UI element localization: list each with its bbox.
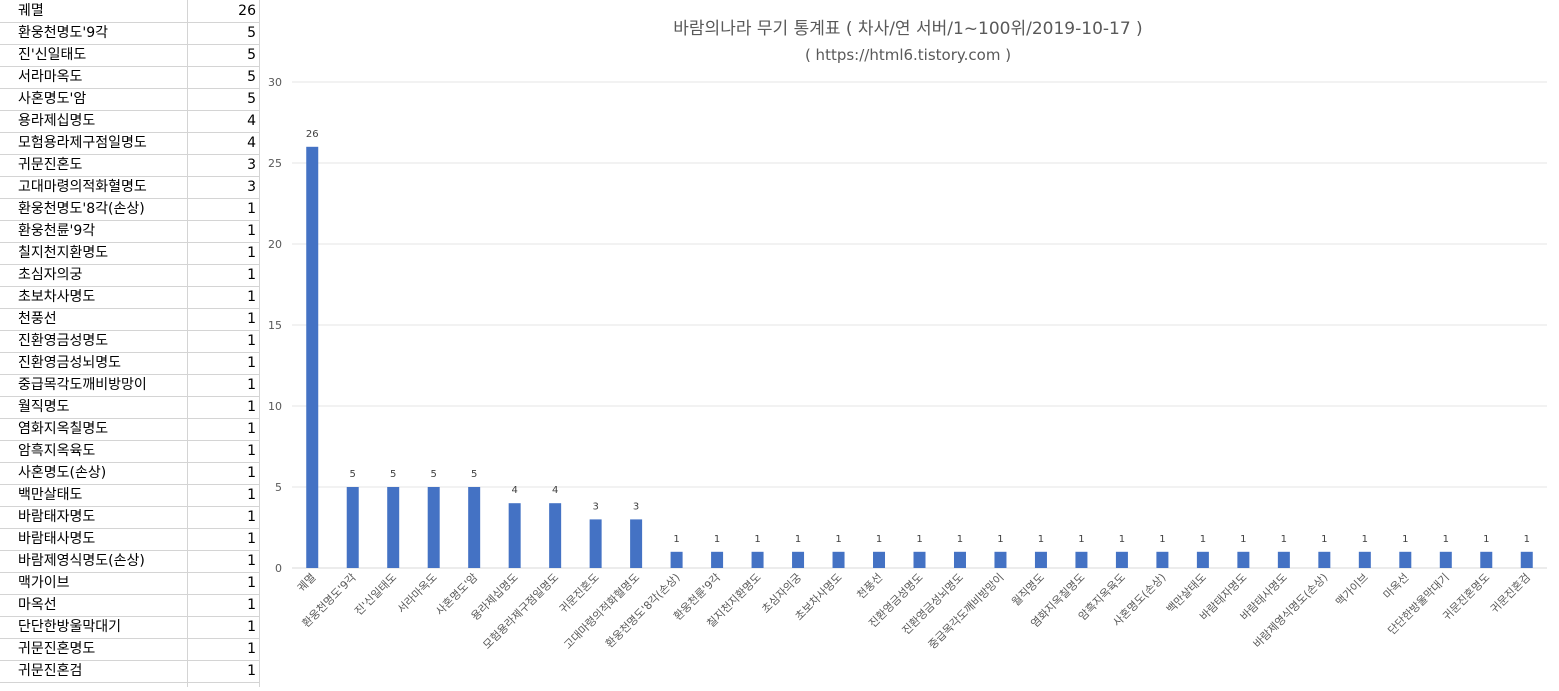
- x-axis-ticks: 궤멸환웅천명도'9각진'신일태도서라마옥도사혼명도'암용라제십명도모험용라제구점…: [295, 570, 1533, 651]
- y-tick-label: 10: [268, 400, 282, 413]
- data-label: 1: [714, 534, 720, 545]
- bar[interactable]: [711, 551, 724, 568]
- y-tick-label: 5: [275, 481, 282, 494]
- bar[interactable]: [913, 551, 926, 568]
- bar[interactable]: [387, 487, 400, 568]
- bar[interactable]: [589, 519, 602, 568]
- data-label: 5: [431, 469, 437, 480]
- data-label: 1: [1362, 534, 1368, 545]
- x-tick-label: 마옥선: [1381, 571, 1412, 602]
- y-tick-label: 20: [268, 238, 282, 251]
- data-label: 1: [1159, 534, 1165, 545]
- data-label: 1: [1119, 534, 1125, 545]
- data-label: 1: [1281, 534, 1287, 545]
- chart-subtitle: ( https://html6.tistory.com ): [805, 46, 1011, 64]
- bar[interactable]: [1277, 551, 1290, 568]
- data-label: 1: [754, 534, 760, 545]
- column-a: [0, 0, 188, 687]
- data-label: 1: [957, 534, 963, 545]
- bar[interactable]: [1439, 551, 1452, 568]
- bar[interactable]: [873, 551, 886, 568]
- bar[interactable]: [1196, 551, 1209, 568]
- data-label: 1: [1078, 534, 1084, 545]
- bar[interactable]: [630, 519, 643, 568]
- data-label: 1: [795, 534, 801, 545]
- data-label: 1: [916, 534, 922, 545]
- data-label: 1: [1483, 534, 1489, 545]
- bar-chart-svg: 바람의나라 무기 통계표 ( 차사/연 서버/1~100위/2019-10-17…: [268, 19, 1547, 652]
- data-label: 1: [835, 534, 841, 545]
- data-label: 1: [1402, 534, 1408, 545]
- data-label: 4: [511, 485, 517, 496]
- column-b: [188, 0, 260, 687]
- y-tick-label: 15: [268, 319, 282, 332]
- bar[interactable]: [346, 487, 359, 568]
- bar[interactable]: [953, 551, 966, 568]
- bar[interactable]: [1115, 551, 1128, 568]
- bar[interactable]: [306, 146, 319, 569]
- chart[interactable]: 바람의나라 무기 통계표 ( 차사/연 서버/1~100위/2019-10-17…: [262, 0, 1557, 687]
- data-label: 5: [390, 469, 396, 480]
- bar[interactable]: [792, 551, 805, 568]
- bar[interactable]: [427, 487, 440, 568]
- bar[interactable]: [1075, 551, 1088, 568]
- bar[interactable]: [670, 551, 683, 568]
- bar[interactable]: [549, 503, 562, 568]
- x-tick-label: 맥가이브: [1333, 571, 1371, 609]
- x-tick-label: 모험용라제구점일명도: [480, 570, 561, 651]
- data-label: 1: [1200, 534, 1206, 545]
- data-label: 1: [1524, 534, 1530, 545]
- data-label: 1: [876, 534, 882, 545]
- bar[interactable]: [751, 551, 764, 568]
- gridlines: [292, 81, 1547, 569]
- data-label: 26: [306, 129, 319, 140]
- data-label: 1: [1038, 534, 1044, 545]
- data-label: 1: [673, 534, 679, 545]
- x-tick-label: 진'신일태도: [352, 570, 400, 618]
- bar[interactable]: [1399, 551, 1412, 568]
- data-label: 3: [592, 501, 598, 512]
- data-label: 1: [1321, 534, 1327, 545]
- bar[interactable]: [1480, 551, 1493, 568]
- y-tick-label: 25: [268, 157, 282, 170]
- x-tick-label: 궤멸: [295, 571, 319, 595]
- y-tick-label: 30: [268, 76, 282, 89]
- bar[interactable]: [468, 487, 481, 568]
- data-label: 5: [471, 469, 477, 480]
- data-label: 1: [1443, 534, 1449, 545]
- bar[interactable]: [1520, 551, 1533, 568]
- data-label: 3: [633, 501, 639, 512]
- x-tick-label: 월직명도: [1009, 571, 1047, 609]
- x-tick-label: 천풍선: [854, 570, 885, 601]
- bar[interactable]: [1237, 551, 1250, 568]
- chart-title: 바람의나라 무기 통계표 ( 차사/연 서버/1~100위/2019-10-17…: [673, 19, 1142, 39]
- bar[interactable]: [1358, 551, 1371, 568]
- x-tick-label: 바람제영식명도(손상): [1251, 571, 1331, 651]
- bar[interactable]: [994, 551, 1007, 568]
- x-tick-label: 환웅천명도'8각(손상): [602, 570, 682, 650]
- y-tick-label: 0: [275, 562, 282, 575]
- data-labels: 26 5 5 5 5 4 4 3 3 1 1 1 1 1 1 1 1 1 1 1 1 1 1 1 1 1 1 1 1 1 1: [306, 129, 1530, 545]
- x-tick-label: 고대마령의적화혈명도: [561, 570, 642, 651]
- bar[interactable]: [832, 551, 845, 568]
- bar-series: [306, 146, 1533, 569]
- bar[interactable]: [1318, 551, 1331, 568]
- bar[interactable]: [508, 503, 521, 568]
- data-label: 5: [350, 469, 356, 480]
- data-label: 4: [552, 485, 558, 496]
- bar[interactable]: [1156, 551, 1169, 568]
- data-label: 1: [997, 534, 1003, 545]
- data-label: 1: [1240, 534, 1246, 545]
- x-tick-label: 귀문진혼검: [1488, 571, 1533, 616]
- x-tick-label: 중급목각도깨비방망이: [926, 571, 1007, 652]
- bar[interactable]: [1034, 551, 1047, 568]
- y-axis-ticks: 0 5 10 15 20 25 30: [268, 76, 282, 575]
